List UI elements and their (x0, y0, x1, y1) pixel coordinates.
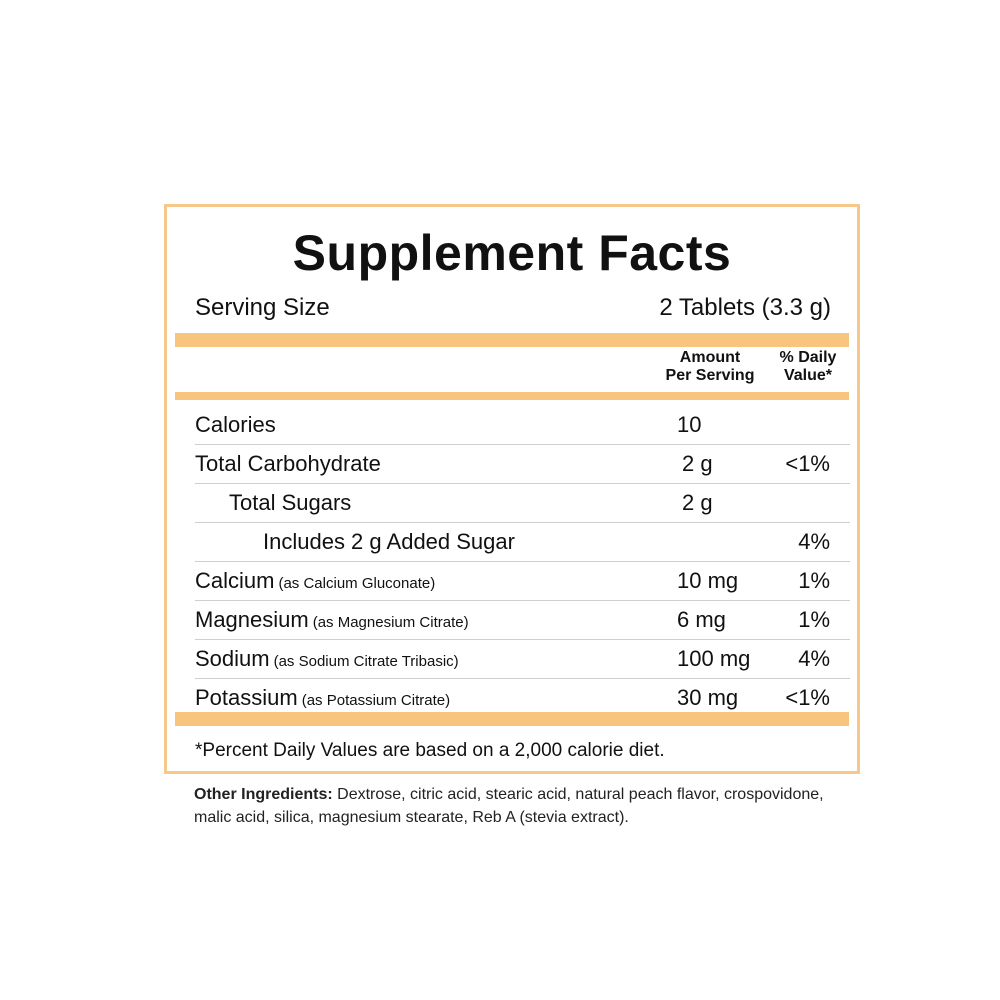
serving-size-label: Serving Size (195, 294, 330, 321)
other-ingredients: Other Ingredients: Dextrose, citric acid… (194, 783, 834, 829)
nutrient-row-total-carbohydrate: Total Carbohydrate 2 g <1% (195, 445, 850, 484)
nutrient-amount: 30 mg (677, 685, 739, 710)
other-ingredients-text: Dextrose, citric acid, stearic acid, nat… (194, 786, 824, 826)
serving-size-row: Serving Size 2 Tablets (3.3 g) (195, 291, 831, 325)
header-divider-bar (175, 392, 849, 400)
nutrient-amount: 2 g (682, 490, 713, 515)
serving-size-value: 2 Tablets (3.3 g) (659, 294, 831, 321)
dv-header-line1: % Daily (779, 349, 837, 366)
daily-value-header: % Daily Value* (767, 349, 849, 385)
nutrient-name: Sodium (as Sodium Citrate Tribasic) (195, 646, 459, 671)
amount-header-line1: Amount (679, 349, 741, 366)
nutrient-amount: 100 mg (677, 646, 751, 671)
nutrient-row-total-sugars: Total Sugars 2 g (195, 484, 850, 523)
nutrient-name: Potassium (as Potassium Citrate) (195, 685, 451, 710)
supplement-facts-panel: Supplement Facts Serving Size 2 Tablets … (164, 204, 860, 774)
dv-header-line2: Value* (783, 367, 833, 384)
nutrient-name: Total Sugars (229, 490, 352, 515)
nutrient-name: Magnesium (as Magnesium Citrate) (195, 607, 469, 632)
nutrient-row-magnesium: Magnesium (as Magnesium Citrate) 6 mg 1% (195, 601, 850, 640)
nutrient-source: (as Potassium Citrate) (301, 692, 451, 709)
nutrient-source: (as Calcium Gluconate) (278, 575, 436, 592)
nutrient-row-sodium: Sodium (as Sodium Citrate Tribasic) 100 m… (195, 640, 850, 679)
nutrient-source: (as Magnesium Citrate) (312, 614, 469, 631)
amount-per-serving-header: Amount Per Serving (655, 349, 765, 385)
panel-title: Supplement Facts (292, 225, 732, 281)
nutrient-dv: 4% (798, 529, 830, 554)
nutrient-source: (as Sodium Citrate Tribasic) (273, 653, 459, 670)
top-divider-bar (175, 333, 849, 347)
other-ingredients-label: Other Ingredients: (194, 786, 333, 803)
bottom-divider-bar (175, 712, 849, 726)
nutrient-dv: 1% (798, 568, 830, 593)
nutrient-name: Includes 2 g Added Sugar (263, 529, 515, 554)
nutrient-dv: 4% (798, 646, 830, 671)
nutrient-row-potassium: Potassium (as Potassium Citrate) 30 mg <1… (195, 679, 850, 717)
nutrient-amount: 10 (677, 412, 702, 437)
nutrient-row-calcium: Calcium (as Calcium Gluconate) 10 mg 1% (195, 562, 850, 601)
nutrient-dv: 1% (798, 607, 830, 632)
nutrient-name: Calories (195, 412, 276, 437)
amount-header-line2: Per Serving (665, 367, 755, 384)
nutrient-dv: <1% (785, 451, 830, 476)
nutrient-amount: 6 mg (677, 607, 726, 632)
nutrient-amount: 2 g (682, 451, 713, 476)
nutrient-row-calories: Calories 10 (195, 406, 850, 445)
nutrient-name: Total Carbohydrate (195, 451, 381, 476)
daily-value-footnote: *Percent Daily Values are based on a 2,0… (195, 740, 665, 761)
nutrient-row-added-sugar: Includes 2 g Added Sugar 4% (195, 523, 850, 562)
nutrient-name: Calcium (as Calcium Gluconate) (195, 568, 436, 593)
nutrient-table: Calories 10 Total Carbohydrate 2 g <1% T… (195, 406, 850, 717)
nutrient-amount: 10 mg (677, 568, 739, 593)
nutrient-dv: <1% (785, 685, 830, 710)
